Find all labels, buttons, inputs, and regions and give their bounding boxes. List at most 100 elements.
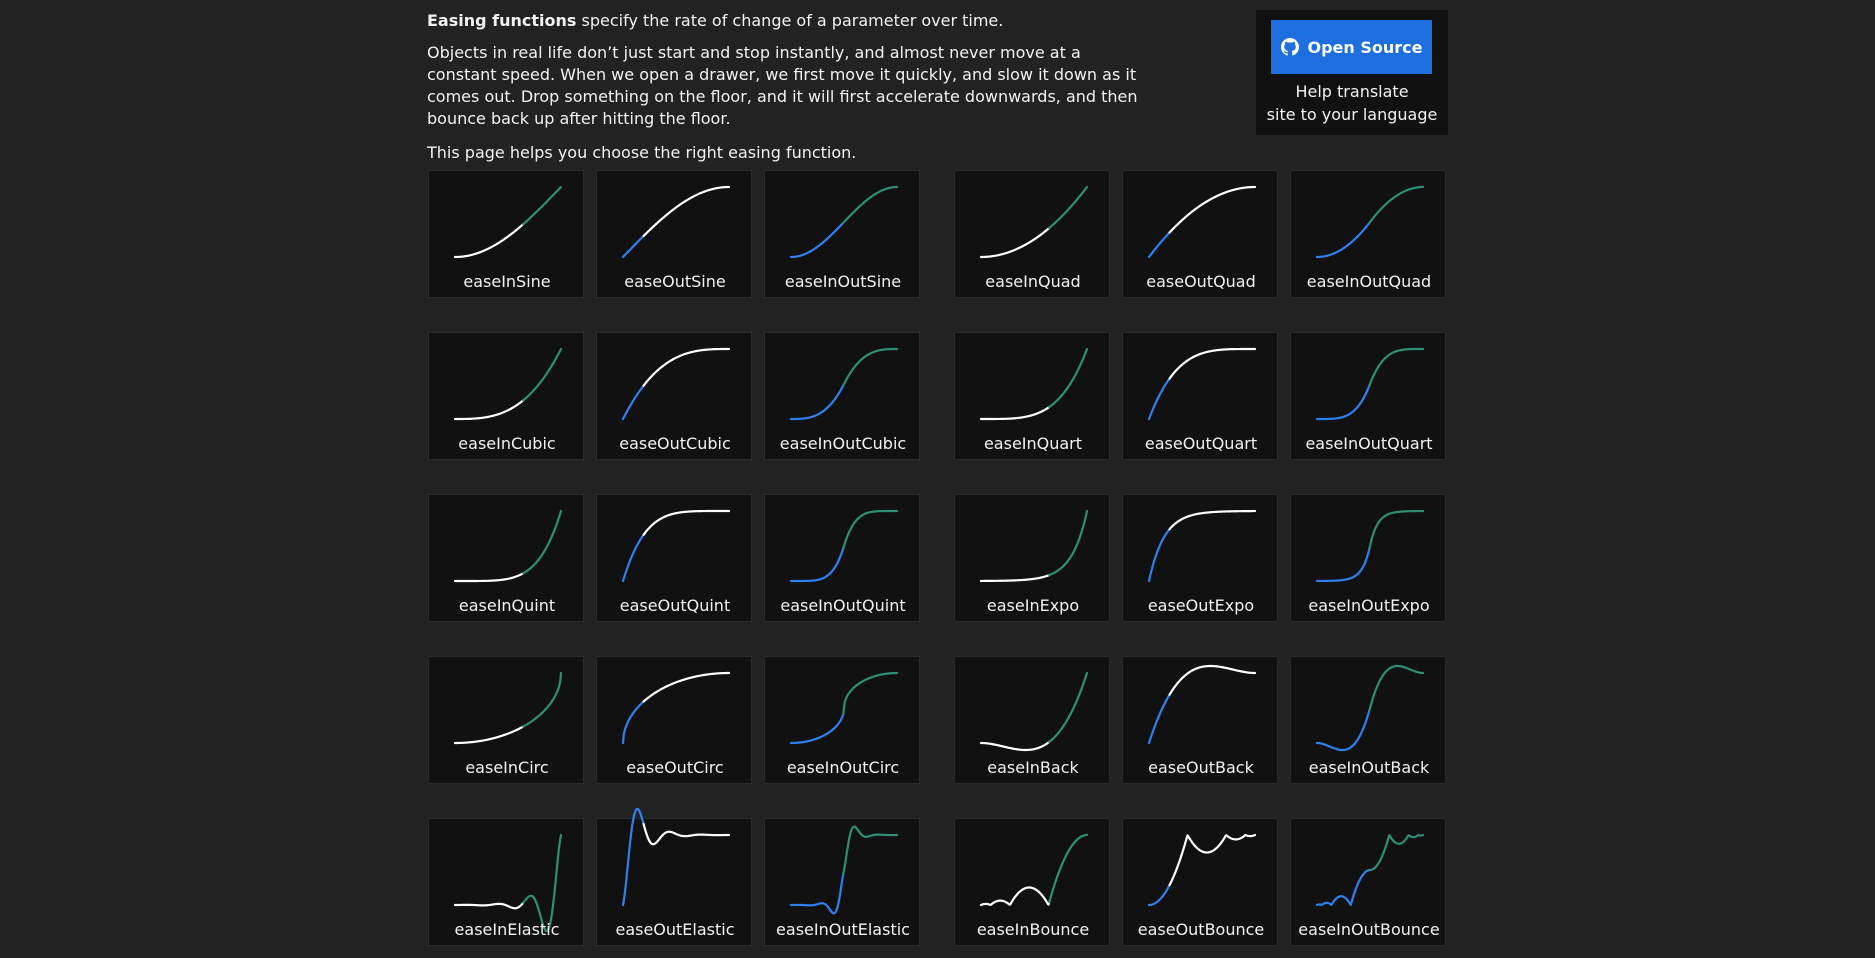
easing-curve-segment	[979, 740, 1051, 752]
easing-curve-segment	[1147, 693, 1171, 745]
easing-card-easeInOutExpo[interactable]: easeInOutExpo	[1290, 494, 1446, 622]
easing-card-easeInElastic[interactable]: easeInElastic	[428, 818, 584, 946]
easing-curve-easeInBack	[979, 671, 1089, 752]
easing-card-label: easeOutCubic	[619, 434, 731, 453]
easing-curve-segment	[842, 347, 899, 387]
easing-curve-segment	[453, 223, 525, 259]
easing-curve-segment	[1368, 347, 1425, 387]
easing-curve-segment	[642, 347, 731, 387]
easing-card-easeInOutCirc[interactable]: easeInOutCirc	[764, 656, 920, 784]
easing-card-easeInOutCubic[interactable]: easeInOutCubic	[764, 332, 920, 460]
easing-curve-segment	[789, 384, 845, 421]
intro-lead-bold: Easing functions	[427, 11, 577, 30]
easing-card-label: easeOutCirc	[626, 758, 724, 777]
easing-curve-segment	[621, 807, 645, 907]
easing-card-easeInOutQuart[interactable]: easeInOutQuart	[1290, 332, 1446, 460]
easing-card-label: easeInOutSine	[784, 272, 902, 291]
easing-card-easeOutCubic[interactable]: easeOutCubic	[596, 332, 752, 460]
intro-lead-rest: specify the rate of change of a paramete…	[576, 11, 1004, 30]
easing-curve-easeOutQuart	[1147, 347, 1257, 421]
easing-card-label: easeOutSine	[624, 272, 726, 291]
easing-curve-segment	[979, 226, 1051, 259]
easing-card-easeInOutElastic[interactable]: easeInOutElastic	[764, 818, 920, 946]
intro-paragraph-3: This page helps you choose the right eas…	[427, 143, 857, 162]
easing-card-label: easeInOutQuad	[1306, 272, 1432, 291]
easing-card-easeOutElastic[interactable]: easeOutElastic	[596, 807, 752, 946]
easing-curve-easeOutCubic	[621, 347, 731, 421]
easing-curve-segment	[1368, 833, 1425, 872]
easing-curve-easeOutExpo	[1147, 509, 1257, 583]
easing-curve-segment	[1315, 384, 1371, 421]
easing-card-easeOutCirc[interactable]: easeOutCirc	[596, 656, 752, 784]
easing-curve-segment	[1168, 347, 1257, 380]
easing-curve-easeOutBounce	[1147, 833, 1257, 907]
easing-curve-segment	[979, 886, 1051, 907]
translate-help-line-1: Help translate	[1295, 82, 1409, 101]
easing-curve-easeInElastic	[453, 833, 563, 933]
easing-card-easeInOutQuad[interactable]: easeInOutQuad	[1290, 170, 1446, 298]
easing-curve-segment	[522, 509, 563, 575]
easing-curve-segment	[789, 712, 845, 745]
easing-card-easeOutSine[interactable]: easeOutSine	[596, 170, 752, 298]
open-source-button[interactable]: Open Source	[1271, 20, 1432, 74]
easing-curve-segment	[453, 399, 525, 421]
easing-card-easeOutBounce[interactable]: easeOutBounce	[1122, 818, 1278, 946]
easing-card-label: easeInQuad	[985, 272, 1081, 291]
easing-card-easeInSine[interactable]: easeInSine	[428, 170, 584, 298]
easing-curve-segment	[1168, 833, 1257, 887]
easing-card-easeInOutBounce[interactable]: easeInOutBounce	[1290, 818, 1446, 946]
easing-curve-easeInOutQuart	[1315, 347, 1425, 421]
easing-curve-easeInOutElastic	[789, 825, 899, 915]
easing-curve-easeOutBack	[1147, 664, 1257, 745]
easing-card-easeInQuart[interactable]: easeInQuart	[954, 332, 1110, 460]
easing-card-easeOutQuint[interactable]: easeOutQuint	[596, 494, 752, 622]
easing-card-label: easeInOutExpo	[1308, 596, 1430, 615]
translate-help-text[interactable]: Help translate site to your language	[1256, 80, 1448, 126]
easing-card-easeInCirc[interactable]: easeInCirc	[428, 656, 584, 784]
easing-curve-easeInOutQuint	[789, 509, 899, 583]
easing-card-label: easeOutBounce	[1137, 920, 1265, 939]
easing-curve-segment	[522, 347, 563, 402]
easing-curve-easeOutSine	[621, 185, 731, 259]
easing-curve-segment	[1168, 185, 1257, 234]
easing-card-easeOutQuart[interactable]: easeOutQuart	[1122, 332, 1278, 460]
easing-card-label: easeOutExpo	[1147, 596, 1255, 615]
easing-card-easeInOutQuint[interactable]: easeInOutQuint	[764, 494, 920, 622]
easing-card-easeOutQuad[interactable]: easeOutQuad	[1122, 170, 1278, 298]
easing-curve-easeInOutCirc	[789, 671, 899, 745]
easing-curve-segment	[621, 234, 645, 259]
easing-card-label: easeInElastic	[454, 920, 560, 939]
easing-curve-segment	[522, 185, 563, 226]
easing-card-easeInQuint[interactable]: easeInQuint	[428, 494, 584, 622]
easing-card-easeInExpo[interactable]: easeInExpo	[954, 494, 1110, 622]
easing-curve-easeInOutBounce	[1315, 833, 1425, 907]
easing-card-easeOutExpo[interactable]: easeOutExpo	[1122, 494, 1278, 622]
easing-curve-easeOutCirc	[621, 671, 731, 745]
easing-card-easeInOutBack[interactable]: easeInOutBack	[1290, 656, 1446, 784]
easing-curve-easeInOutQuad	[1315, 185, 1425, 259]
github-icon	[1280, 38, 1299, 56]
easing-card-easeOutBack[interactable]: easeOutBack	[1122, 656, 1278, 784]
easing-card-easeInBack[interactable]: easeInBack	[954, 656, 1110, 784]
easing-curve-segment	[1147, 884, 1171, 907]
easing-curve-segment	[453, 572, 525, 583]
easing-curve-easeInOutExpo	[1315, 509, 1425, 583]
open-source-button-label: Open Source	[1307, 37, 1423, 57]
easing-card-easeInOutSine[interactable]: easeInOutSine	[764, 170, 920, 298]
easing-curve-segment	[1048, 185, 1089, 230]
easing-curve-segment	[1048, 347, 1089, 409]
easing-card-easeInBounce[interactable]: easeInBounce	[954, 818, 1110, 946]
easing-curve-easeInCubic	[453, 347, 563, 421]
easing-curve-easeOutQuad	[1147, 185, 1257, 259]
easing-card-easeInQuad[interactable]: easeInQuad	[954, 170, 1110, 298]
easing-curve-segment	[453, 725, 525, 745]
easing-curve-segment	[1315, 221, 1371, 259]
easing-curve-segment	[1168, 664, 1257, 696]
easing-curve-easeInQuad	[979, 185, 1089, 259]
easing-card-easeInCubic[interactable]: easeInCubic	[428, 332, 584, 460]
easing-curve-segment	[1147, 528, 1171, 583]
easing-curve-segment	[453, 901, 525, 910]
intro-text: Easing functions specify the rate of cha…	[427, 10, 1147, 176]
intro-paragraph-2: Objects in real life don’t just start an…	[427, 43, 1138, 128]
